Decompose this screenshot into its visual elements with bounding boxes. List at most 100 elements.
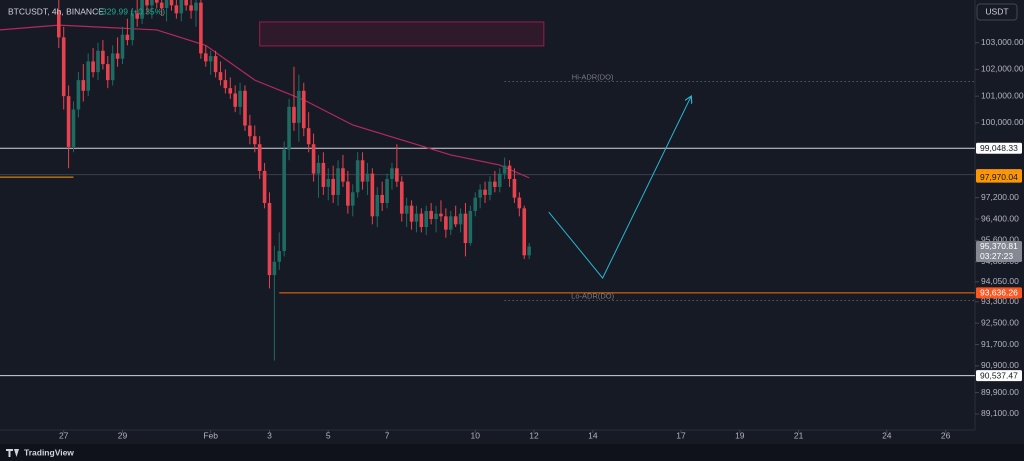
y-tick-label: 89,100.00: [981, 408, 1019, 418]
candle-body: [311, 144, 316, 174]
candle-body: [419, 213, 424, 228]
price-label-box: [976, 240, 1022, 262]
candle-body: [448, 216, 453, 230]
candle-body: [199, 2, 203, 54]
candle-body: [444, 216, 448, 230]
x-tick-label: 12: [529, 430, 539, 440]
candle-body: [233, 93, 237, 107]
price-change: +329.99 (+0.35%): [97, 6, 165, 16]
price-label-box: [976, 287, 1022, 299]
candle-body: [71, 109, 76, 147]
y-tick-label: 102,000.00: [981, 64, 1024, 74]
candle-body: [135, 13, 139, 19]
candle-body: [262, 170, 267, 203]
axes: 103,000.00 102,000.00 101,000.00 100,000.00…: [59, 37, 1024, 440]
candle-body: [287, 106, 291, 150]
candle-body: [399, 181, 404, 214]
candle-body: [223, 80, 228, 89]
candle-body: [341, 168, 345, 182]
candle-body: [326, 178, 331, 187]
countdown: 03:27:23: [980, 251, 1013, 261]
candle-body: [336, 168, 340, 195]
y-tick-label: 92,500.00: [981, 317, 1019, 327]
projection: [548, 97, 691, 279]
y-tick-label: 89,900.00: [981, 387, 1019, 397]
candle-body: [120, 34, 125, 59]
candle-body: [130, 13, 135, 41]
candle-body: [321, 162, 326, 187]
plot-area: Hi-ADR(DO) Lo-ADR(DO): [0, 0, 975, 377]
x-tick-label: 29: [118, 430, 128, 440]
candle-body: [502, 165, 507, 174]
candle-body: [517, 197, 522, 209]
candle-body: [493, 181, 497, 187]
candle-body: [115, 53, 120, 59]
candle-body: [375, 194, 380, 217]
y-tick-label: 90,900.00: [981, 360, 1019, 370]
candle-body: [86, 61, 90, 91]
candle-body: [56, 10, 61, 38]
candle-body: [316, 162, 321, 174]
candle-body: [243, 90, 247, 126]
candle-body: [331, 178, 335, 195]
candle-body: [91, 61, 95, 73]
candle-body: [365, 173, 370, 182]
candle-body: [125, 34, 130, 41]
candle-body: [522, 208, 527, 256]
candle-body: [512, 178, 517, 198]
x-tick-label: 17: [676, 430, 686, 440]
candle-body: [105, 64, 110, 81]
y-tick-label: 97,200.00: [981, 192, 1019, 202]
y-tick-label: 103,000.00: [981, 37, 1024, 47]
candle-body: [346, 181, 350, 206]
currency-label[interactable]: USDT: [985, 6, 1008, 16]
candle-body: [208, 56, 213, 62]
candle-body: [297, 90, 301, 123]
currency-button[interactable]: [976, 3, 1018, 21]
brand-logo: [6, 449, 19, 457]
candle-body: [468, 210, 473, 244]
candle-body: [429, 210, 433, 220]
candle-body: [154, 0, 159, 3]
y-tick-label: 94,050.00: [981, 276, 1019, 286]
candle-body: [159, 2, 164, 9]
x-tick-label: 26: [941, 430, 951, 440]
candle-body: [282, 149, 286, 252]
zone: [259, 21, 545, 47]
y-tick-label: 95,600.00: [981, 235, 1019, 245]
candle-body: [395, 168, 399, 182]
candle-body: [497, 173, 502, 187]
price-label: 95,370.81: [980, 241, 1018, 251]
candle-body: [101, 50, 105, 65]
candle-body: [301, 90, 306, 129]
candle-body: [414, 213, 419, 222]
candle-body: [140, 0, 144, 19]
candle-body: [527, 246, 531, 256]
y-tick-label: 93,300.00: [981, 296, 1019, 306]
brand-name: TradingView: [24, 447, 74, 457]
candle-body: [252, 136, 257, 145]
x-tick-label: 5: [326, 430, 331, 440]
candle-body: [488, 181, 492, 195]
candle-body: [360, 160, 365, 182]
candle-body: [179, 0, 184, 14]
x-tick-label: 7: [385, 430, 390, 440]
candle-body: [110, 53, 115, 81]
candle-body: [458, 213, 463, 225]
chart-title: BTCUSDT, 4h, BINANCE: [8, 6, 104, 16]
candle-body: [61, 37, 66, 97]
candle-body: [306, 128, 311, 145]
candle-body: [385, 178, 389, 203]
price-label: 93,636.26: [980, 288, 1018, 298]
candle-body: [453, 216, 458, 225]
x-tick-label: 10: [471, 430, 481, 440]
price-label-box: [976, 171, 1022, 183]
candle-body: [483, 189, 487, 195]
adr-label: Lo-ADR(DO): [571, 291, 614, 300]
candle-body: [292, 106, 296, 123]
candle-body: [174, 5, 179, 14]
candle-body: [76, 80, 81, 110]
candle-body: [194, 2, 198, 11]
candle-body: [272, 261, 277, 276]
